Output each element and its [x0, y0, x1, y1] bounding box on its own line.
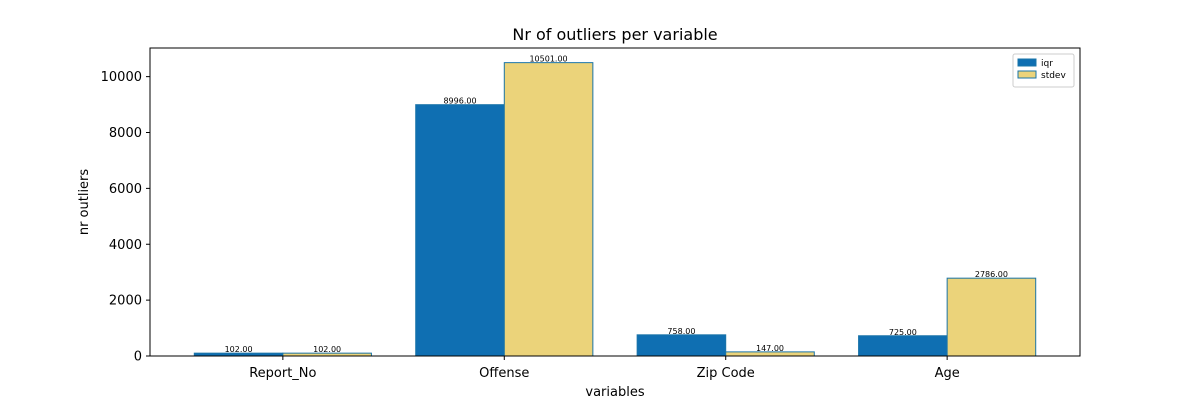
x-tick-label: Report_No: [249, 366, 316, 381]
data-label-stdev-report-no: 102.00: [313, 345, 341, 354]
y-tick-label: 8000: [109, 126, 142, 141]
legend-swatch-stdev: [1017, 70, 1037, 79]
bar-iqr-age: [858, 335, 948, 357]
x-axis-label: variables: [585, 385, 644, 400]
bar-iqr-offense: [415, 104, 505, 357]
y-axis-label: nr outliers: [77, 169, 92, 236]
chart-title: Nr of outliers per variable: [512, 25, 717, 44]
data-label-iqr-zip-code: 758.00: [667, 327, 695, 336]
data-label-iqr-age: 725.00: [889, 328, 917, 337]
x-tick-label: Age: [935, 366, 960, 381]
x-tick-label: Zip Code: [697, 366, 755, 381]
data-label-stdev-zip-code: 147.00: [756, 344, 784, 353]
data-label-stdev-offense: 10501.00: [529, 55, 567, 64]
data-label-stdev-age: 2786.00: [975, 270, 1008, 279]
y-tick-label: 2000: [109, 294, 142, 309]
legend-label-iqr: iqr: [1041, 59, 1053, 69]
data-label-iqr-report-no: 102.00: [225, 345, 253, 354]
legend-label-stdev: stdev: [1041, 71, 1066, 81]
bar-stdev-age: [946, 277, 1037, 357]
axes-frame: [149, 47, 1081, 357]
bar-stdev-offense: [503, 62, 594, 357]
x-tick-label: Offense: [479, 366, 529, 381]
y-tick-label: 10000: [101, 70, 142, 85]
data-label-iqr-offense: 8996.00: [443, 97, 476, 106]
y-tick-label: 4000: [109, 238, 142, 253]
legend: iqr stdev: [1012, 53, 1075, 88]
bar-iqr-zip-code: [636, 334, 727, 357]
y-tick-label: 6000: [109, 182, 142, 197]
legend-swatch-iqr: [1017, 58, 1037, 67]
y-tick-label: 0: [134, 350, 142, 365]
plot-area: 102.00 102.00 Report_No 8996.00 10501.00 Offe…: [101, 47, 1081, 381]
